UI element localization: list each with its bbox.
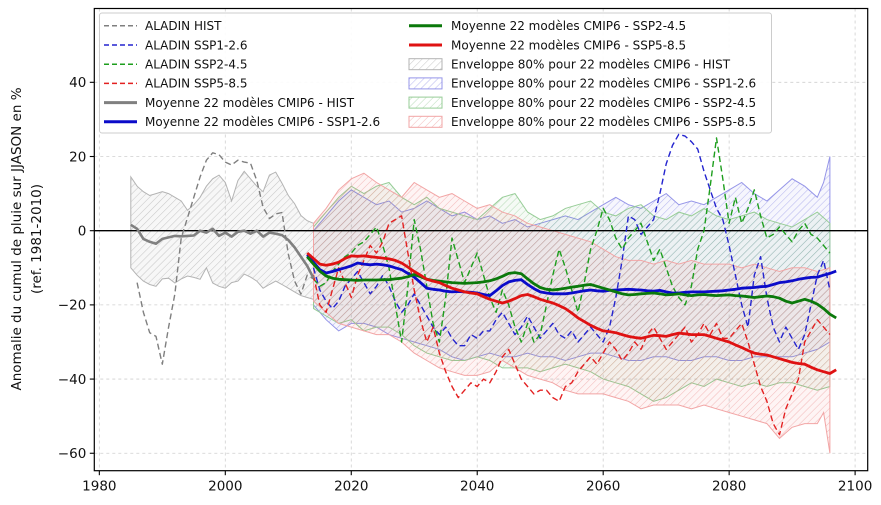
series-line-aladin-hist: [136, 152, 314, 365]
legend-swatch-patch-hist: [408, 58, 443, 71]
y-tick-label: 0: [78, 223, 87, 239]
series-line-mean-hist: [130, 223, 315, 279]
y-tick-label: 40: [69, 75, 86, 91]
x-tick-label: 2080: [712, 479, 746, 495]
series-layer: [130, 133, 837, 436]
legend-label: Enveloppe 80% pour 22 modèles CMIP6 - SS…: [451, 115, 756, 129]
series-line-aladin-ssp585: [312, 215, 831, 436]
legend-label: ALADIN SSP5-8.5: [145, 77, 247, 91]
plot-border: [93, 7, 869, 472]
legend-label: ALADIN HIST: [145, 19, 222, 33]
legend-label: Enveloppe 80% pour 22 modèles CMIP6 - SS…: [451, 77, 756, 91]
y-tick-label: −20: [58, 298, 87, 314]
legend-swatch-patch-ssp126: [408, 77, 443, 90]
x-tick-label: 2020: [334, 479, 368, 495]
x-tick-label: 1980: [82, 479, 116, 495]
legend-swatch-patch-ssp585: [408, 115, 443, 128]
legend-label: Enveloppe 80% pour 22 modèles CMIP6 - HI…: [451, 58, 731, 72]
axes-layer: 1980 2000 2020 2040 2060 2080 2100 40 20 0 −20 −40 −…: [58, 7, 872, 495]
legend-label: Enveloppe 80% pour 22 modèles CMIP6 - SS…: [451, 96, 756, 110]
y-axis-label-line1: Anomalie du cumul de pluie sur JJASON en…: [9, 87, 25, 390]
envelope-layer: [130, 156, 831, 454]
legend-swatch-patch-ssp245: [408, 96, 443, 109]
legend-label: ALADIN SSP2-4.5: [145, 58, 247, 72]
y-tick-label: −40: [58, 372, 87, 388]
series-line-mean-ssp245: [306, 255, 837, 320]
y-axis-label-line2: (ref. 1981-2010): [29, 184, 45, 294]
legend-label: Moyenne 22 modèles CMIP6 - SSP1-2.6: [145, 115, 380, 129]
legend-label: Moyenne 22 modèles CMIP6 - HIST: [145, 96, 355, 110]
series-line-mean-ssp585: [306, 251, 837, 375]
legend-label: ALADIN SSP1-2.6: [145, 38, 247, 52]
legend-label: Moyenne 22 modèles CMIP6 - SSP5-8.5: [451, 38, 686, 52]
x-tick-label: 2100: [838, 479, 872, 495]
x-tick-label: 2040: [460, 479, 494, 495]
series-line-mean-ssp126: [306, 253, 837, 297]
legend-box: [99, 12, 772, 134]
legend-label: Moyenne 22 modèles CMIP6 - SSP2-4.5: [451, 19, 686, 33]
y-tick-label: 20: [69, 149, 86, 165]
series-line-aladin-ssp126: [312, 133, 831, 351]
series-line-aladin-ssp245: [312, 137, 831, 343]
legend: ALADIN HIST ALADIN SSP1-2.6 ALADIN SSP2-4.…: [99, 12, 772, 134]
x-tick-label: 2060: [586, 479, 620, 495]
y-tick-label: −60: [58, 446, 87, 462]
x-tick-label: 2000: [208, 479, 242, 495]
